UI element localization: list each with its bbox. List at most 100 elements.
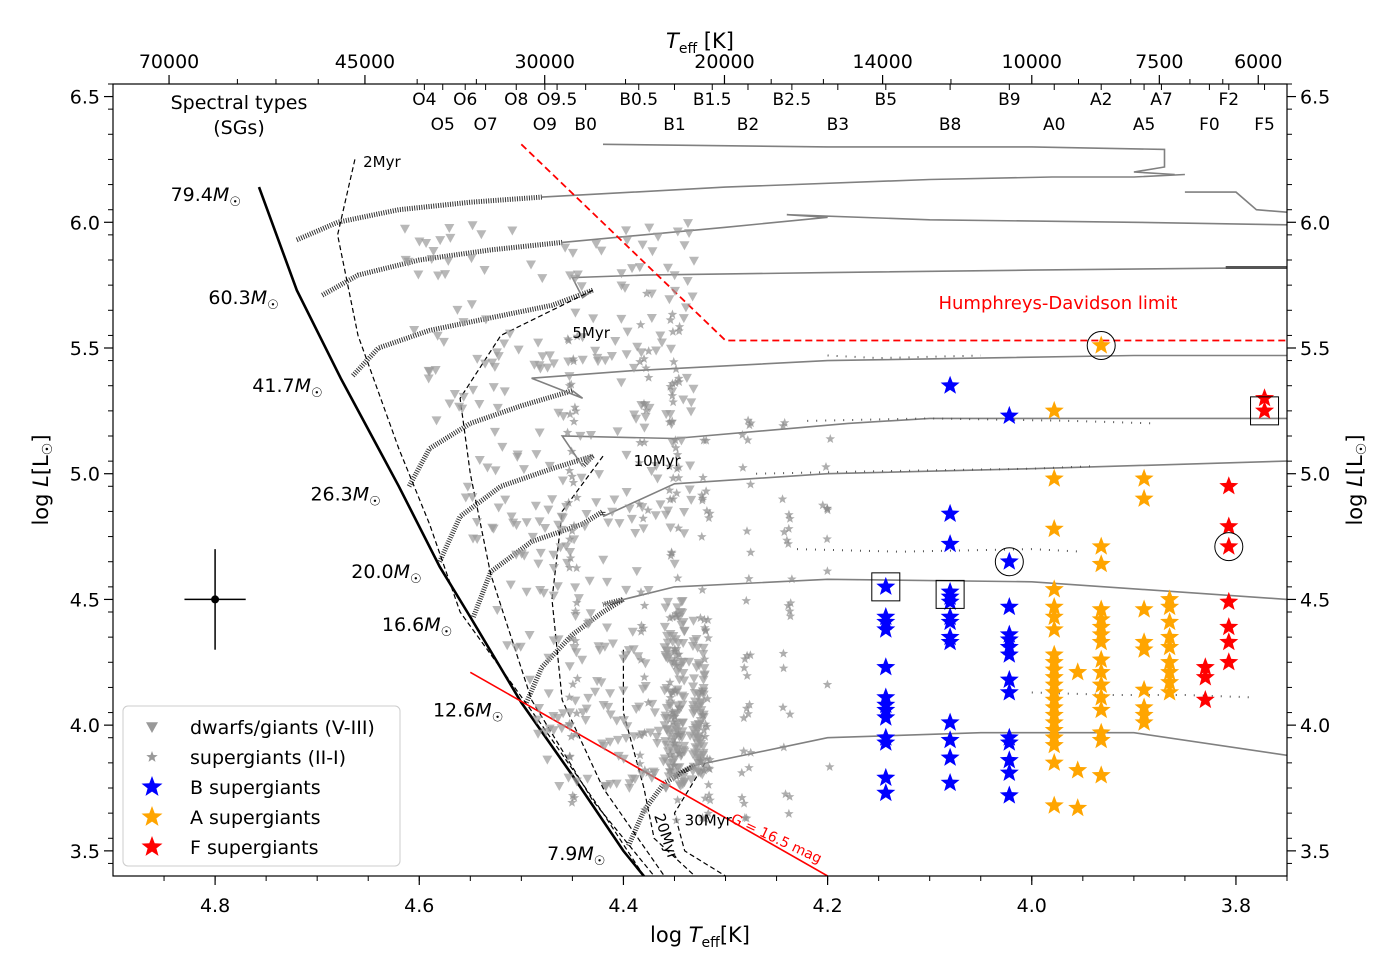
dwarf-giant-point [602,577,613,587]
supergiant-point [739,746,749,756]
supergiant-point [779,742,789,752]
supergiant-point [643,767,653,777]
dwarf-giant-point [663,772,674,782]
legend-label: F supergiants [190,837,319,859]
dwarf-giant-point [668,631,679,641]
dwarf-giant-point [689,748,700,758]
dwarf-giant-point [581,509,592,519]
dwarf-giant-point [435,236,446,246]
supergiant-point [700,813,710,823]
track-mass-label: 16.6M☉ [382,614,452,640]
dwarf-giant-point [677,718,688,728]
dwarf-giant-point [676,436,687,446]
dwarf-giant-point [620,651,631,661]
supergiant-point [739,663,749,672]
b-supergiant-star [999,669,1019,688]
supergiant-point [664,461,675,471]
spectral-type-label: A7 [1150,90,1172,110]
dwarf-giant-point [679,626,690,636]
legend: dwarfs/giants (V-III) supergiants (II-I) B… [122,705,401,867]
supergiant-point [673,729,684,739]
supergiant-point [674,702,684,712]
dwarf-giant-point [544,724,555,734]
supergiant-point [737,792,747,802]
dwarf-giant-point [680,303,691,313]
spectral-type-label: B2.5 [773,90,812,110]
spectral-type-label: B5 [875,90,897,110]
supergiant-point [564,718,575,728]
supergiant-point [778,663,789,673]
dwarf-giant-point [543,689,554,699]
supergiant-point [704,790,714,800]
dwarf-giant-point [562,558,573,568]
a-supergiant-star [1134,599,1154,618]
evolutionary-track-extra [1184,191,1287,213]
supergiant-point [744,573,754,583]
dwarf-giant-point [688,256,699,266]
dwarf-giant-point [677,780,688,790]
supergiant-point [566,379,576,389]
dwarf-giant-point [569,643,580,653]
supergiant-point [667,390,678,400]
dwarf-giant-point [521,518,532,528]
supergiant-point [674,748,685,758]
dwarf-giant-point [627,627,638,637]
dwarf-giant-point [564,722,575,732]
supergiant-point [568,477,579,487]
supergiant-point [564,692,575,702]
dwarf-giant-point [610,336,621,346]
dwarf-giant-point [482,463,493,473]
supergiant-point [671,443,681,452]
track-main-sequence [351,287,594,378]
dwarf-giant-point [594,470,605,480]
supergiant-point [571,563,582,573]
isochrone [673,762,726,876]
a-supergiant-star [1160,672,1180,691]
supergiant-point [565,409,575,419]
dwarf-giant-point [674,763,685,773]
a-supergiant-star [1134,712,1154,731]
b-supergiant-star [999,762,1019,781]
evolutionary-track [531,354,1287,400]
dwarf-giant-point [445,233,456,243]
dwarf-giant-point [600,356,611,366]
supergiant-point [562,427,573,437]
evolutionary-track [571,266,1287,299]
supergiant-point [783,600,793,610]
dwarf-giant-point [428,246,439,256]
dwarf-giant-point [662,597,673,607]
dwarf-giant-point [686,398,697,408]
supergiant-point [699,614,710,624]
supergiant-point [703,615,713,624]
dwarf-giant-point [664,295,675,305]
supergiant-point [777,494,788,504]
dwarf-giant-point [688,637,699,647]
dwarf-giant-point [646,289,657,299]
legend-label: A supergiants [190,807,321,829]
supergiant-point [669,356,679,366]
dwarf-giant-point [449,390,460,400]
supergiant-point [785,709,795,719]
supergiant-point [572,673,583,683]
supergiant-point [784,791,795,801]
dwarf-giant-point [618,754,629,764]
dwarf-giant-point [645,728,656,738]
a-supergiant-star [1091,554,1111,573]
dwarf-giant-point [543,505,554,515]
spectral-type-label: B3 [827,115,849,135]
f-supergiant-star [1219,632,1239,651]
f-supergiant-star [1195,657,1215,676]
dwarf-giant-point [622,236,633,246]
dwarf-giant-point [458,392,469,402]
dwarf-giant-point [544,461,555,471]
x-tick-label: 3.8 [1221,895,1251,917]
hd-limit-line [520,143,1287,342]
track-annotations: 79.4M☉ 60.3M☉ 41.7M☉ 26.3M☉ 20.0M☉ 16.6M☉ 12.6… [171,153,733,869]
y-tick-label-right: 4.0 [1300,715,1330,737]
supergiant-point [634,499,645,509]
b-supergiant-star [999,750,1019,769]
evolutionary-track [602,460,1287,518]
dwarf-giant-point [499,387,510,397]
dwarf-giant-point [659,754,670,764]
a-supergiant-star [1091,335,1111,354]
